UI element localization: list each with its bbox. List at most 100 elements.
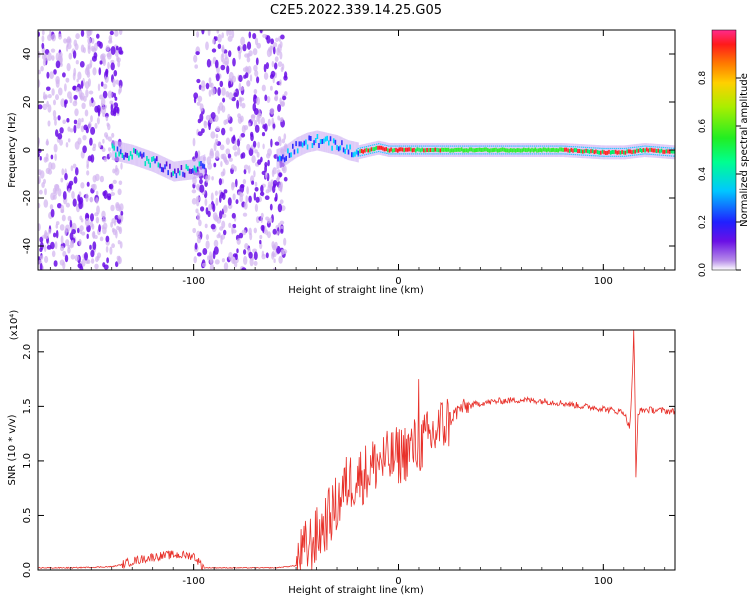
noise-dot	[267, 118, 271, 127]
noise-dot	[77, 118, 82, 126]
ridge-edge	[576, 146, 579, 148]
ridge-edge	[609, 155, 611, 157]
noise-dot	[224, 52, 228, 60]
ridge-edge	[396, 153, 398, 155]
ridge-edge	[449, 153, 452, 155]
ridge-edge	[627, 147, 630, 149]
snr-xlabel: Height of straight line (km)	[288, 585, 424, 596]
ridge-halo	[199, 156, 201, 177]
ridge-edge	[658, 146, 660, 148]
ridge-edge	[492, 145, 495, 147]
noise-dot	[102, 262, 106, 268]
ridge-edge	[599, 147, 601, 149]
noise-dot	[260, 216, 263, 224]
noise-dot	[55, 129, 59, 137]
ridge-core	[649, 147, 651, 152]
ridge-edge	[402, 145, 404, 147]
noise-dot	[106, 193, 112, 199]
ridge-core	[613, 150, 615, 155]
noise-dot	[219, 144, 225, 151]
noise-dot	[236, 138, 241, 147]
noise-dot	[212, 250, 216, 260]
spectrogram-ticks: -100 0 100 -40 -20 0 20 40	[22, 30, 675, 287]
ridge-halo	[200, 156, 202, 177]
ridge-core	[519, 148, 522, 153]
ridge-core	[645, 147, 648, 152]
noise-dot	[280, 228, 284, 234]
noise-dot	[51, 88, 55, 96]
snr-ytick-label: 2.0	[22, 344, 33, 360]
snr-frame	[37, 329, 676, 571]
ridge-edge	[640, 146, 642, 148]
ridge-edge	[486, 145, 488, 147]
ridge-halo	[181, 160, 184, 181]
noise-dot	[114, 30, 119, 37]
ridge-core	[318, 143, 320, 148]
noise-dot	[41, 30, 45, 36]
colorbar-tick-label: 0.2	[698, 215, 708, 229]
ridge-core	[627, 149, 630, 154]
ridge-core	[660, 148, 663, 153]
ridge-edge	[656, 146, 658, 148]
snr-xtick-label: 0	[395, 576, 401, 587]
ridge-core	[378, 145, 381, 150]
ridge-edge	[433, 145, 435, 147]
ridge-edge	[607, 155, 609, 157]
noise-dot	[238, 232, 244, 239]
ridge-edge	[625, 147, 628, 149]
ridge-core	[650, 147, 653, 152]
ridge-core	[439, 148, 442, 153]
noise-dot	[281, 138, 286, 144]
ridge-edge	[523, 145, 525, 147]
noise-dot	[118, 226, 123, 235]
noise-dot	[198, 84, 202, 90]
ridge-edge	[552, 153, 554, 155]
ridge-edge	[447, 153, 449, 155]
ridge-edge	[455, 145, 458, 147]
ridge-halo	[318, 130, 320, 151]
ridge-halo	[142, 148, 144, 169]
ridge-edge	[416, 145, 419, 147]
ridge-edge	[382, 151, 384, 154]
noise-dot	[116, 225, 120, 231]
noise-dot	[95, 197, 99, 204]
snr-series-line	[38, 330, 675, 570]
noise-dot	[111, 243, 115, 249]
ridge-edge	[652, 153, 654, 156]
ridge-edge	[644, 153, 646, 155]
noise-dot	[51, 250, 56, 258]
noise-dot	[67, 244, 71, 249]
noise-dot	[243, 125, 249, 131]
noise-dot	[219, 210, 223, 220]
ridge-edge	[431, 145, 433, 147]
ridge-edge	[376, 143, 378, 145]
noise-dot	[269, 74, 274, 79]
ridge-core	[119, 149, 122, 155]
ridge-core	[141, 153, 143, 159]
noise-dot	[43, 178, 46, 184]
noise-dot	[64, 173, 68, 181]
noise-dot	[109, 37, 112, 43]
noise-dot	[280, 100, 286, 107]
ridge-core	[124, 152, 127, 158]
ridge-core	[447, 147, 450, 152]
noise-dot	[84, 217, 90, 227]
noise-dot	[60, 209, 65, 214]
ridge-edge	[519, 145, 521, 147]
noise-dot	[101, 210, 106, 219]
noise-dot	[38, 69, 41, 75]
noise-dot	[69, 128, 74, 133]
noise-dot	[236, 99, 240, 109]
ridge-core	[505, 148, 507, 153]
noise-dot	[69, 240, 73, 249]
noise-dot	[234, 140, 238, 146]
noise-dot	[268, 47, 271, 52]
ridge-edge	[459, 153, 462, 155]
noise-dot	[44, 232, 49, 240]
ridge-edge	[365, 146, 368, 148]
ridge-edge	[527, 153, 529, 155]
noise-dot	[39, 170, 45, 179]
colorbar-gradient	[711, 29, 737, 271]
ridge-edge	[543, 153, 546, 155]
ridge-edge	[484, 153, 486, 155]
